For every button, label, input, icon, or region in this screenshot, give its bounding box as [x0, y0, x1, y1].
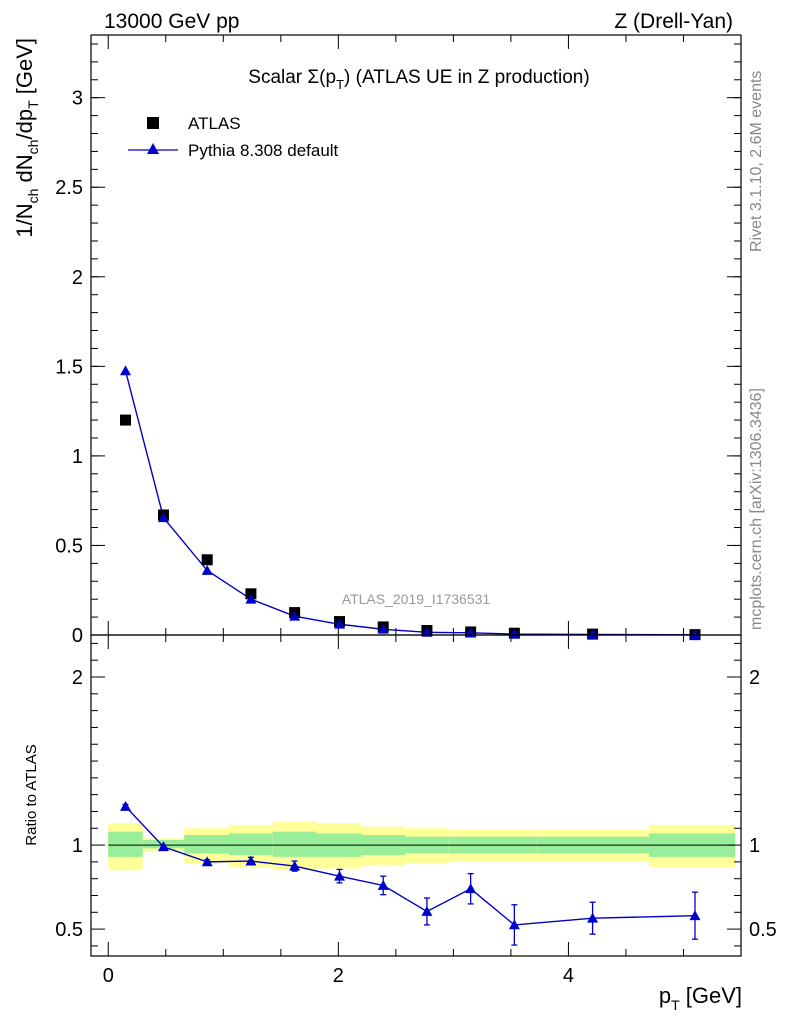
x-axis-title: pT [GeV] [659, 983, 742, 1013]
main-y-tick-label: 2 [72, 267, 83, 289]
header-right: Z (Drell-Yan) [614, 10, 733, 33]
ratio-pythia-point [587, 912, 599, 923]
pythia-point [508, 628, 520, 639]
ratio-uncertainty-bands [108, 821, 736, 871]
ratio-pythia-point [245, 855, 257, 866]
pythia-point [120, 365, 132, 376]
ratio-pythia-point [120, 800, 132, 811]
pythia-point [245, 593, 257, 604]
main-plot-title: Scalar Σ(pT) (ATLAS UE in Z production) [248, 67, 589, 92]
main-y-tick-label: 1.5 [55, 356, 83, 378]
pythia-point [421, 626, 433, 637]
ratio-plot-frame [90, 634, 742, 957]
mcplots-label: mcplots.cern.ch [arXiv:1306.3436] [748, 388, 765, 630]
main-y-tick-label: 0.5 [55, 535, 83, 557]
ratio-inner-band [108, 831, 143, 857]
main-y-tick-label: 1 [72, 446, 83, 468]
ratio-axis-ticks: 0.5 0.5 1 1 2 2 0 2 4 [55, 635, 777, 987]
ratio-y-tick-label: 1 [72, 835, 83, 857]
header-left: 13000 GeV pp [104, 10, 239, 33]
main-y-tick-label: 3 [72, 88, 83, 110]
main-y-tick-label: 0 [72, 625, 83, 647]
rivet-label: Rivet 3.1.10, 2.6M events [748, 71, 765, 252]
pythia-point [587, 628, 599, 639]
ratio-y-tick-label: 2 [72, 667, 83, 689]
x-tick-label: 4 [563, 965, 574, 987]
ratio-pythia-point [421, 905, 433, 916]
legend-marker-atlas [147, 117, 159, 129]
pythia-point [201, 565, 213, 575]
main-data-marks [120, 365, 701, 641]
legend: ATLAS Pythia 8.308 default [128, 114, 339, 160]
x-tick-label: 2 [333, 965, 344, 987]
ratio-y-tick-label-right: 1 [749, 835, 760, 857]
ratio-inner-band [229, 833, 273, 856]
pythia-point [157, 512, 169, 523]
pythia-point [333, 618, 345, 629]
ratio-pythia-point [508, 919, 520, 930]
legend-marker-pythia [147, 143, 159, 154]
atlas-data-point [120, 414, 132, 426]
ratio-y-tick-label-right: 0.5 [749, 919, 777, 941]
ratio-y-tick-label-right: 2 [749, 667, 760, 689]
ratio-pythia-point [157, 841, 169, 852]
ratio-pythia-point [689, 910, 701, 921]
ratio-inner-band [272, 831, 317, 857]
pythia-point [689, 629, 701, 640]
ratio-pythia-point [377, 879, 389, 890]
main-y-tick-label: 2.5 [55, 177, 83, 199]
legend-label-pythia: Pythia 8.308 default [188, 141, 339, 160]
ratio-pythia-point [333, 870, 345, 881]
pythia-line [124, 370, 695, 636]
legend-label-atlas: ATLAS [188, 114, 241, 133]
ratio-y-axis-title: Ratio to ATLAS [23, 744, 40, 845]
x-tick-label: 0 [103, 965, 114, 987]
main-y-axis-title: 1/Nch dNch/dpT [GeV] [12, 38, 41, 238]
ratio-pythia-point [201, 856, 213, 867]
ratio-y-tick-label: 0.5 [55, 919, 83, 941]
ratio-pythia-line [125, 805, 695, 926]
analysis-watermark: ATLAS_2019_I1736531 [342, 591, 491, 607]
atlas-data-point [201, 554, 213, 566]
ratio-inner-band [184, 834, 230, 854]
ratio-pythia-point [289, 860, 301, 871]
ratio-pythia-point [465, 883, 477, 894]
pythia-point [289, 610, 301, 621]
ratio-data-marks [120, 800, 701, 946]
pythia-point [377, 623, 389, 634]
